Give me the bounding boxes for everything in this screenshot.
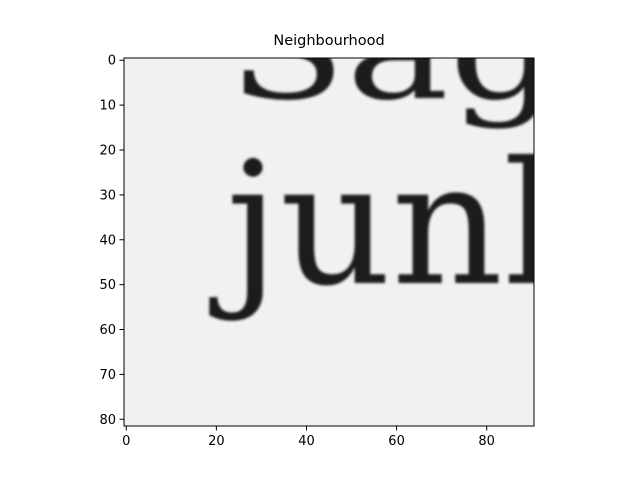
y-axis: 0 10 20 30 40 50 60 70 80: [99, 54, 124, 428]
paper-texture: [124, 58, 534, 426]
image-area: Sag junk: [124, 0, 610, 426]
x-tick-label: 80: [478, 434, 495, 449]
scanned-word-junk: junk: [209, 127, 610, 324]
axes-frame: [123, 57, 535, 427]
y-tick-label: 70: [99, 368, 116, 383]
figure-title: Neighbourhood: [273, 33, 385, 49]
x-tick-label: 40: [298, 434, 315, 449]
x-tick-label: 0: [122, 434, 130, 449]
y-tick-label: 50: [99, 278, 116, 293]
x-tick-label: 60: [388, 434, 405, 449]
y-tick-label: 40: [99, 233, 116, 248]
y-tick-label: 20: [99, 144, 116, 159]
y-tick-label: 10: [99, 99, 116, 114]
x-tick-label: 20: [208, 434, 225, 449]
y-tick-label: 60: [99, 323, 116, 338]
y-tick-label: 30: [99, 188, 116, 203]
x-axis: 0 20 40 60 80: [122, 426, 495, 449]
y-tick-label: 80: [99, 413, 116, 428]
scanned-word-top: Sag: [228, 0, 559, 131]
y-tick-label: 0: [108, 54, 116, 69]
